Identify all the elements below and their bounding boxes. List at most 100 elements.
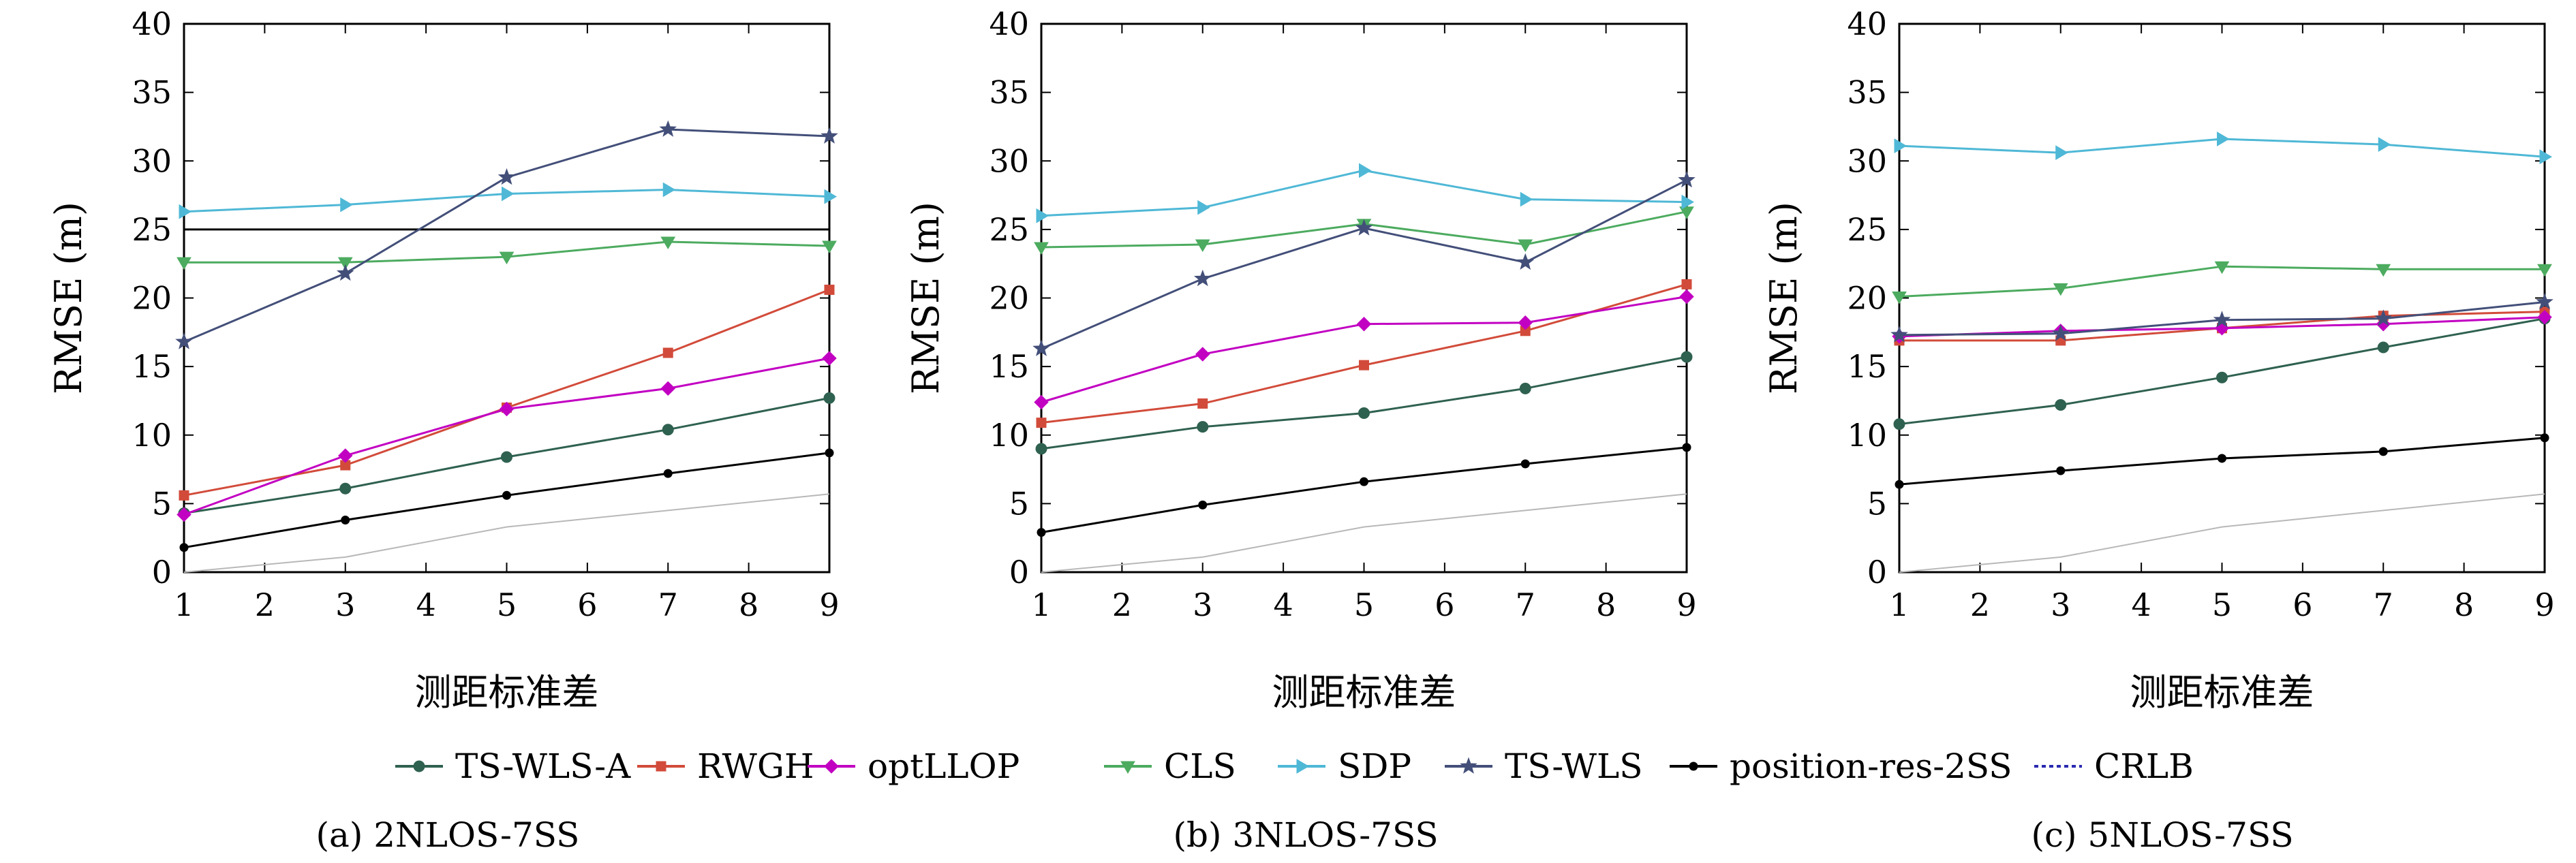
data-point [662,182,676,198]
chart-panel-3: 0 5 10 15 20 25 30 35 40 1 2 3 4 5 6 7 8 9 测距标准差 RMSE (m) (c… [1762,5,2555,855]
data-point [659,120,677,137]
legend-label: optLLOP [868,747,1019,786]
series-position-res-2SS [179,448,834,552]
series-line [1899,493,2545,573]
y-tick-label: 25 [132,211,172,248]
data-point [338,448,353,463]
data-point [2055,145,2068,161]
data-point [502,490,511,500]
legend-marker [1460,757,1477,774]
series-RWGH [179,284,835,501]
x-tick-label: 2 [255,586,275,623]
legend-label: CRLB [2094,747,2194,786]
x-tick-label: 6 [577,586,597,623]
data-point [1682,443,1691,452]
data-point [2218,454,2226,463]
data-point [1519,382,1531,394]
data-point [1032,339,1050,356]
x-tick-label: 7 [658,586,678,623]
series-line [1041,493,1687,573]
data-point [2051,324,2070,341]
x-tick-label: 5 [2212,586,2232,623]
data-point [2539,149,2552,165]
data-point [2536,293,2554,310]
data-point [824,189,837,204]
chart-panel-1: 0 5 10 15 20 25 30 35 40 1 2 3 4 5 6 7 8 9 测距标准差 RMSE (m) (a… [47,5,840,855]
data-point [2056,466,2066,475]
data-point [824,284,835,295]
data-point [1193,269,1212,287]
x-tick-label: 8 [1596,586,1616,623]
data-point [822,351,837,366]
x-tick-label: 7 [2374,586,2393,623]
data-point [660,236,676,249]
data-point [1516,253,1535,270]
x-tick-label: 9 [1676,586,1696,623]
y-tick-label: 0 [1867,554,1887,591]
y-tick-label: 0 [152,554,172,591]
y-axis-label: RMSE (m) [1762,202,1805,394]
legend-item: position-res-2SS [1670,747,2012,786]
x-tick-label: 9 [2534,586,2554,623]
data-point [1034,242,1049,255]
data-point [1195,347,1210,362]
data-point [2377,341,2389,354]
legend-label: TS-WLS [1505,747,1642,786]
y-tick-label: 30 [1847,142,1887,179]
x-tick-label: 8 [2454,586,2474,623]
series-TS-WLS-A [1035,351,1693,455]
x-tick-label: 2 [1970,586,1990,623]
data-point [2213,311,2231,328]
x-tick-label: 2 [1112,586,1132,623]
data-point [2217,131,2230,146]
data-point [1894,138,1907,153]
chart-panel-2: 0 5 10 15 20 25 30 35 40 1 2 3 4 5 6 7 8 9 测距标准差 RMSE (m) (b… [904,5,1697,855]
x-tick-label: 6 [1435,586,1454,623]
series-position-res-2SS [1037,443,1691,537]
y-tick-label: 20 [1847,280,1887,317]
legend-label: TS-WLS-A [455,747,631,786]
data-point [337,257,353,270]
series-optLLOP [177,351,837,522]
y-axis-label: RMSE (m) [47,202,90,394]
panel-caption: (a) 2NLOS-7SS [316,815,580,855]
series-TS-WLS [1890,293,2554,343]
series-CRLB [1041,493,1687,573]
y-tick-label: 0 [1009,554,1029,591]
y-tick-label: 15 [1847,348,1887,385]
data-point [821,127,838,144]
series-line [183,128,830,343]
data-point [2540,433,2549,443]
x-axis-label: 测距标准差 [1272,671,1456,714]
x-tick-label: 7 [1516,586,1535,623]
legend-marker [413,760,425,772]
y-tick-label: 25 [1847,211,1887,248]
data-point [340,197,353,213]
legend-label: RWGH [697,747,814,786]
data-point [2214,261,2230,274]
data-point [179,490,189,501]
data-point [1518,239,1533,252]
data-point [2537,264,2552,277]
data-point [175,332,193,349]
x-tick-label: 5 [1354,586,1374,623]
x-tick-label: 4 [416,586,435,623]
legend-label: CLS [1164,747,1236,786]
x-tick-label: 5 [497,586,517,623]
legend-marker [656,761,666,772]
x-tick-label: 9 [819,586,839,623]
data-point [1198,500,1208,509]
y-tick-label: 5 [152,485,172,522]
y-tick-label: 30 [989,142,1029,179]
x-tick-label: 3 [1193,586,1212,623]
legend-label: position-res-2SS [1730,747,2012,786]
x-tick-label: 3 [335,586,355,623]
data-point [823,392,835,404]
data-point [1678,170,1696,188]
data-point [1197,398,1208,409]
plot-frame [183,22,831,574]
legend-item: optLLOP [808,747,1019,786]
y-tick-label: 35 [1847,74,1887,111]
legend-item: SDP [1278,747,1411,786]
